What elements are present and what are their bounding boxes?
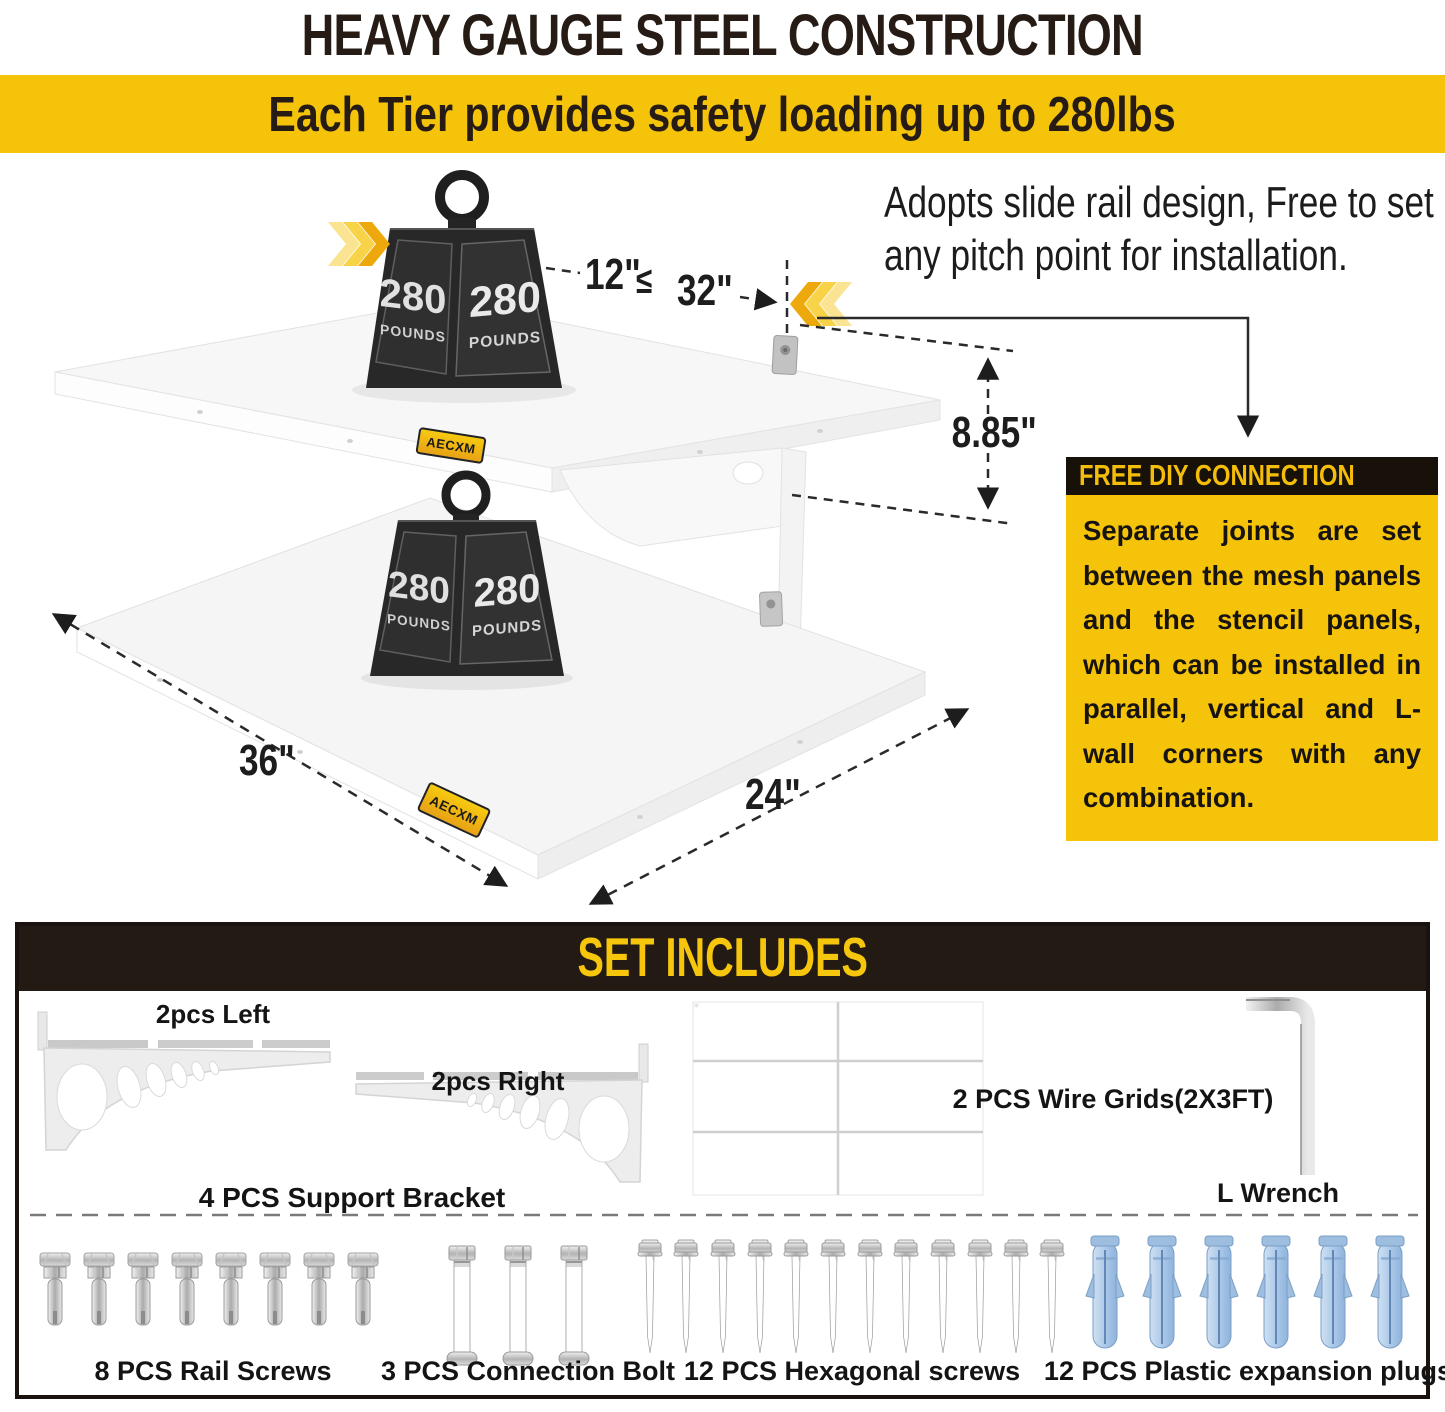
label-bracket-right: 2pcs Right [431, 1066, 565, 1096]
chevron-arrows-right-icon [328, 222, 390, 266]
label-bracket-total: 4 PCS Support Bracket [198, 1182, 506, 1213]
wall-mount-tab-top [771, 335, 799, 375]
dim-rail-min: 12" [584, 250, 641, 299]
set-includes-banner: SET INCLUDES [15, 922, 1430, 991]
page-title: HEAVY GAUGE STEEL CONSTRUCTION [301, 3, 1144, 68]
label-expansion-plugs: 12 PCS Plastic expansion plugs [1043, 1356, 1445, 1386]
weight-lower: 280 POUNDS 280 POUNDS [361, 470, 573, 690]
weight-value: 280 [469, 273, 541, 327]
label-rail-screws: 8 PCS Rail Screws [94, 1356, 332, 1386]
lte-icon: ≤ [636, 260, 653, 301]
label-hex-screws: 12 PCS Hexagonal screws [683, 1356, 1021, 1386]
slide-rail-note: Adopts slide rail design, Free to set an… [884, 178, 1434, 280]
weight-unit: POUNDS [469, 329, 541, 352]
dim-tier-height: 8.85" [951, 408, 1037, 457]
wire-grid-illustration [692, 1001, 984, 1196]
weight-value: 280 [380, 270, 447, 323]
label-bracket-left: 2pcs Left [155, 999, 271, 1029]
weight-top: 280 POUNDS 280 POUNDS [352, 170, 576, 403]
label-wire-grids: 2 PCS Wire Grids(2X3FT) [952, 1084, 1274, 1114]
dimension-lines [51, 260, 1260, 905]
weight-value: 280 [474, 566, 541, 616]
label-wrench: L Wrench [1216, 1178, 1340, 1208]
weight-value: 280 [388, 562, 450, 611]
l-wrench-illustration [1246, 997, 1315, 1175]
label-connection-bolts: 3 PCS Connection Bolt [380, 1356, 676, 1386]
dim-shelf-depth: 24" [744, 770, 801, 819]
dim-shelf-width: 36" [238, 736, 295, 785]
callout-body: Separate joints are set between the mesh… [1066, 495, 1438, 841]
wall-mount-tab-lower [759, 591, 784, 627]
callout-title: FREE DIY CONNECTION [1066, 457, 1438, 495]
set-includes-frame [15, 922, 1430, 1399]
dim-rail-max: 32" [676, 266, 733, 315]
subtitle-banner: Each Tier provides safety loading up to … [0, 75, 1445, 153]
support-bracket-under-shelf [559, 447, 807, 649]
free-diy-callout: FREE DIY CONNECTION Separate joints are … [1066, 457, 1438, 841]
chevron-arrows-left-icon [790, 282, 852, 326]
